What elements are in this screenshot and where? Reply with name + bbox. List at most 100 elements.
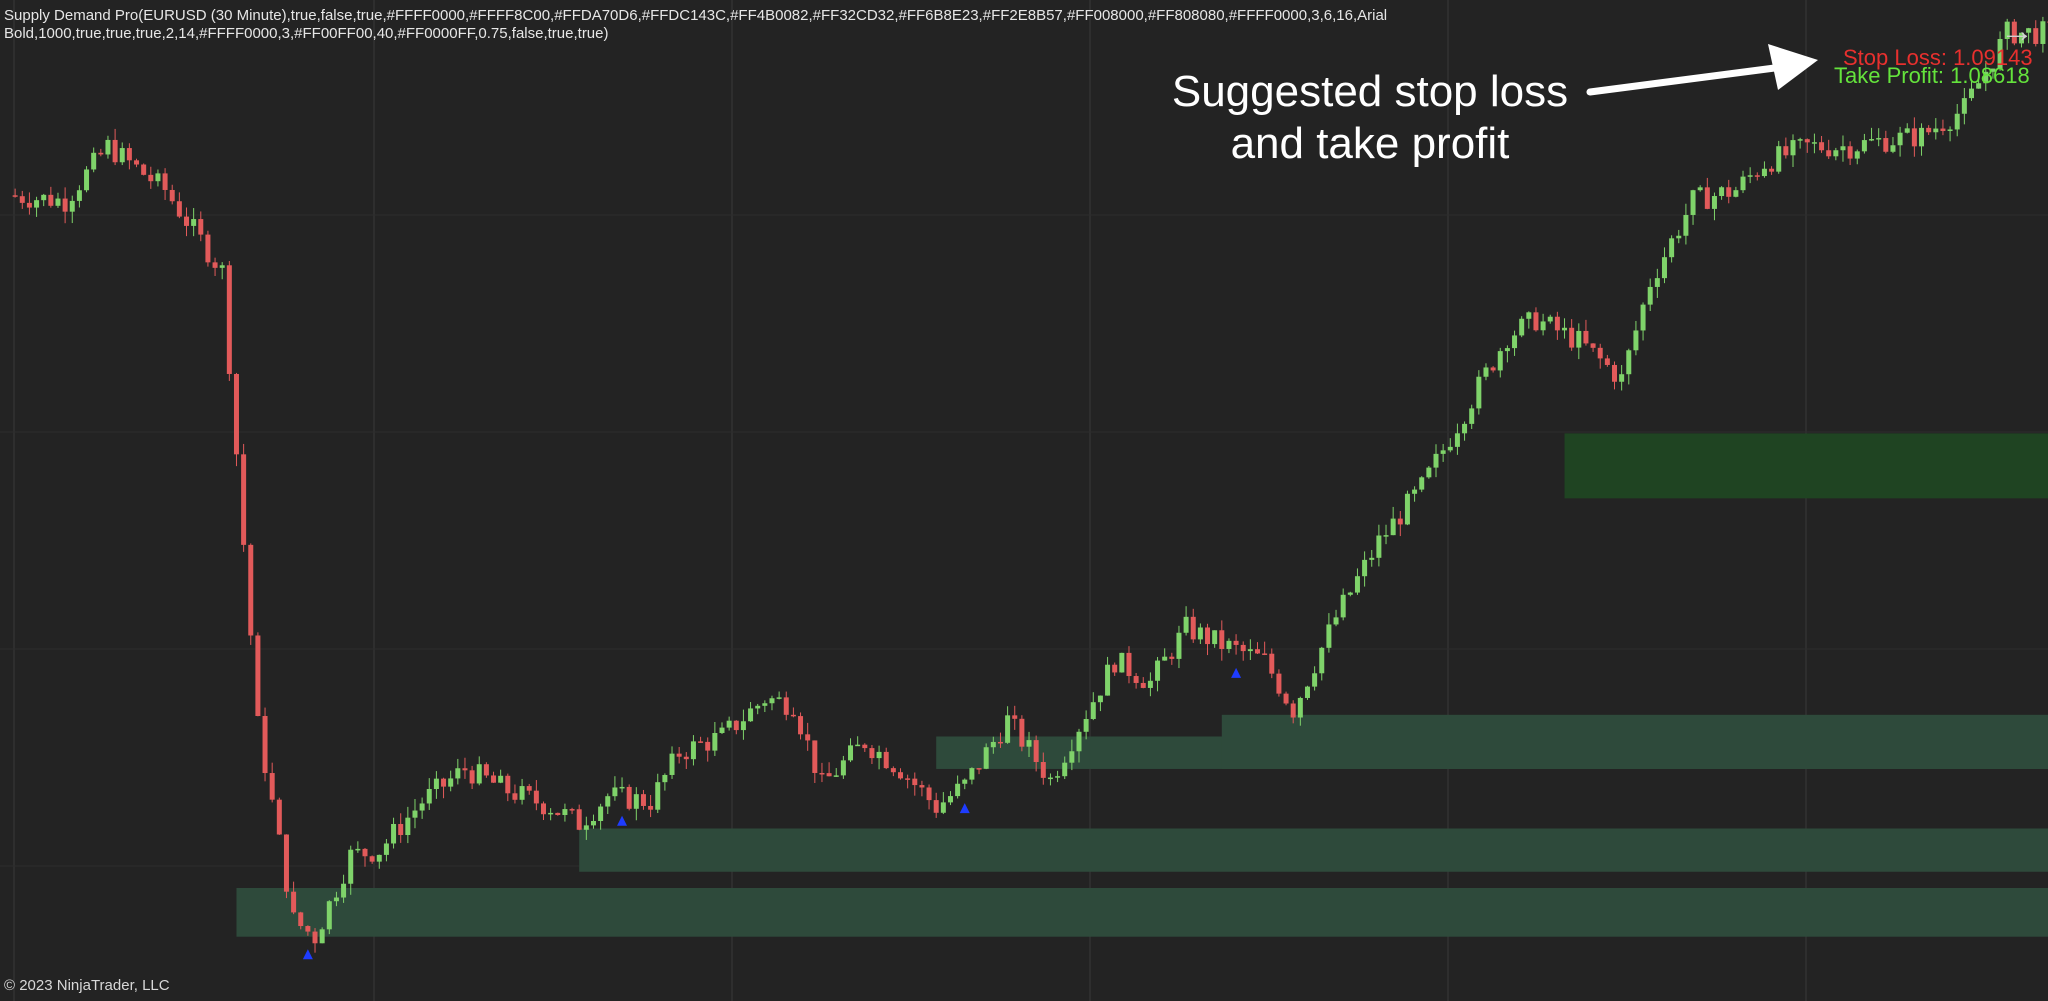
candle-body bbox=[733, 720, 739, 731]
candle-body bbox=[1504, 348, 1510, 352]
candle-body bbox=[726, 720, 732, 728]
candle-body bbox=[498, 775, 504, 783]
candle-body bbox=[248, 544, 254, 636]
candle-body bbox=[241, 454, 247, 545]
candle-body bbox=[469, 770, 475, 784]
candle-body bbox=[1854, 151, 1860, 159]
candle-body bbox=[576, 809, 582, 830]
signal-triangle bbox=[617, 815, 628, 826]
candle-body bbox=[1469, 408, 1475, 424]
candle-body bbox=[1433, 453, 1439, 468]
candle-body bbox=[419, 803, 425, 811]
candle-body bbox=[1376, 535, 1382, 558]
candle-body bbox=[969, 768, 975, 780]
candle-body bbox=[1197, 627, 1203, 640]
candle-body bbox=[562, 809, 568, 816]
candle-body bbox=[34, 200, 40, 208]
candle-body bbox=[1783, 146, 1789, 156]
candle-body bbox=[1776, 146, 1782, 172]
candle-body bbox=[305, 926, 311, 932]
candle-body bbox=[1797, 139, 1803, 141]
candle-body bbox=[391, 823, 397, 844]
candle-body bbox=[476, 764, 482, 784]
candle-body bbox=[1362, 559, 1368, 577]
candle-body bbox=[26, 202, 32, 208]
candle-body bbox=[398, 823, 404, 836]
candle-body bbox=[997, 741, 1003, 744]
candle-body bbox=[319, 929, 325, 944]
annotation-arrow-shaft bbox=[1586, 62, 1794, 96]
candle-body bbox=[776, 697, 782, 699]
candle-body bbox=[376, 854, 382, 862]
candle-body bbox=[1804, 139, 1810, 143]
candle-body bbox=[205, 234, 211, 263]
candle-body bbox=[62, 198, 68, 212]
candle-body bbox=[362, 848, 368, 857]
candle-body bbox=[2026, 28, 2032, 33]
candle-body bbox=[526, 786, 532, 791]
candle-body bbox=[1097, 695, 1103, 703]
candle-body bbox=[184, 216, 189, 226]
candle-body bbox=[141, 164, 147, 175]
candle-body bbox=[1483, 367, 1489, 377]
candle-body bbox=[1169, 656, 1175, 659]
candle-body bbox=[905, 778, 911, 780]
candle-body bbox=[1911, 128, 1917, 147]
candle-body bbox=[1997, 38, 2003, 69]
candle-body bbox=[933, 800, 939, 813]
candle-body bbox=[1326, 624, 1332, 648]
candle-body bbox=[1112, 664, 1118, 673]
candle-body bbox=[1297, 697, 1303, 718]
candle-body bbox=[826, 773, 832, 777]
candle-body bbox=[1747, 175, 1753, 177]
candle-body bbox=[1012, 715, 1018, 719]
candle-body bbox=[105, 139, 111, 155]
candle-body bbox=[1969, 88, 1974, 99]
candle-body bbox=[1040, 762, 1046, 778]
candle-body bbox=[1983, 71, 1989, 84]
candle-body bbox=[48, 194, 54, 206]
candle-body bbox=[1404, 493, 1410, 525]
candle-body bbox=[1826, 150, 1832, 157]
candle-body bbox=[1183, 616, 1189, 633]
candle-body bbox=[326, 901, 332, 930]
candle-body bbox=[655, 782, 661, 810]
candle-body bbox=[1604, 358, 1610, 365]
indicator-params-line-2: Bold,1000,true,true,true,2,14,#FFFF0000,… bbox=[4, 25, 609, 42]
candle-body bbox=[519, 786, 525, 800]
candle-body bbox=[348, 849, 354, 884]
candle-body bbox=[1726, 187, 1732, 197]
candle-body bbox=[1176, 632, 1182, 659]
candle-body bbox=[819, 772, 825, 775]
candle-body bbox=[1083, 718, 1089, 732]
candle-body bbox=[648, 805, 654, 810]
candle-body bbox=[1390, 518, 1396, 536]
candle-body bbox=[1919, 127, 1925, 147]
candle-body bbox=[1497, 351, 1503, 371]
candle-body bbox=[84, 169, 90, 191]
candle-body bbox=[1005, 715, 1011, 743]
demand-zone bbox=[1221, 714, 2048, 769]
candle-body bbox=[1462, 423, 1468, 434]
candle-body bbox=[1476, 376, 1482, 409]
signals-layer bbox=[302, 667, 1242, 960]
candle-body bbox=[1262, 653, 1268, 655]
candle-body bbox=[1954, 113, 1960, 130]
candle-body bbox=[1590, 343, 1596, 348]
candle-body bbox=[740, 721, 746, 731]
candle-body bbox=[1704, 187, 1710, 209]
arrow-right-icon[interactable]: → bbox=[2000, 12, 2034, 50]
candle-body bbox=[926, 787, 932, 801]
demand-zone bbox=[579, 828, 2048, 872]
candle-body bbox=[276, 799, 282, 835]
candle-body bbox=[405, 817, 411, 836]
candle-body bbox=[1976, 83, 1982, 89]
candle-body bbox=[976, 768, 982, 770]
candle-body bbox=[605, 796, 611, 807]
candle-body bbox=[212, 262, 218, 268]
candle-body bbox=[812, 740, 818, 773]
annotation-arrow-head bbox=[1768, 44, 1818, 90]
indicator-params-line-1: Supply Demand Pro(EURUSD (30 Minute),tru… bbox=[4, 7, 1388, 24]
candle-body bbox=[126, 148, 132, 161]
